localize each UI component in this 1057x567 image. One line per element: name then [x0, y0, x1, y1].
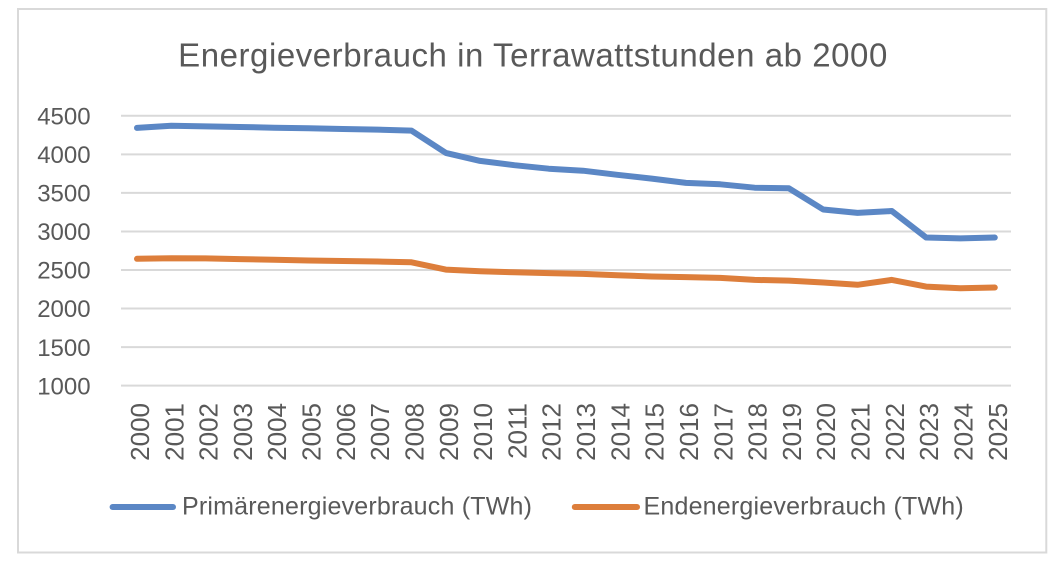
- svg-text:2003: 2003: [228, 403, 258, 461]
- svg-text:2014: 2014: [605, 403, 635, 461]
- svg-text:2001: 2001: [159, 403, 189, 461]
- svg-text:2008: 2008: [400, 403, 430, 461]
- svg-text:2006: 2006: [331, 403, 361, 461]
- svg-text:4000: 4000: [37, 142, 90, 169]
- svg-text:4500: 4500: [37, 104, 90, 131]
- svg-text:3000: 3000: [37, 219, 90, 246]
- svg-text:2009: 2009: [434, 403, 464, 461]
- svg-text:Endenergieverbrauch (TWh): Endenergieverbrauch (TWh): [644, 493, 964, 521]
- svg-text:2024: 2024: [948, 403, 978, 461]
- svg-text:2011: 2011: [502, 403, 532, 459]
- svg-text:2025: 2025: [983, 403, 1013, 461]
- svg-text:2002: 2002: [194, 403, 224, 461]
- svg-text:1500: 1500: [37, 335, 90, 362]
- svg-text:1000: 1000: [37, 373, 90, 400]
- svg-text:2013: 2013: [571, 403, 601, 461]
- svg-text:3500: 3500: [37, 181, 90, 208]
- svg-text:2019: 2019: [777, 403, 807, 461]
- svg-text:2023: 2023: [914, 403, 944, 461]
- svg-text:2000: 2000: [37, 296, 90, 323]
- svg-text:2000: 2000: [125, 403, 155, 461]
- svg-text:2005: 2005: [297, 403, 327, 461]
- svg-text:2021: 2021: [846, 403, 876, 461]
- svg-text:2012: 2012: [537, 403, 567, 461]
- svg-text:2020: 2020: [811, 403, 841, 461]
- svg-text:2022: 2022: [880, 403, 910, 461]
- svg-text:2017: 2017: [708, 403, 738, 461]
- svg-text:2015: 2015: [640, 403, 670, 461]
- svg-text:2016: 2016: [674, 403, 704, 461]
- svg-text:Energieverbrauch in Terrawatts: Energieverbrauch in Terrawattstunden ab …: [178, 37, 888, 74]
- svg-text:2018: 2018: [743, 403, 773, 461]
- svg-text:Primärenergieverbrauch (TWh): Primärenergieverbrauch (TWh): [182, 493, 532, 521]
- svg-text:2500: 2500: [37, 258, 90, 285]
- svg-text:2007: 2007: [365, 403, 395, 461]
- svg-text:2010: 2010: [468, 403, 498, 461]
- svg-text:2004: 2004: [262, 403, 292, 461]
